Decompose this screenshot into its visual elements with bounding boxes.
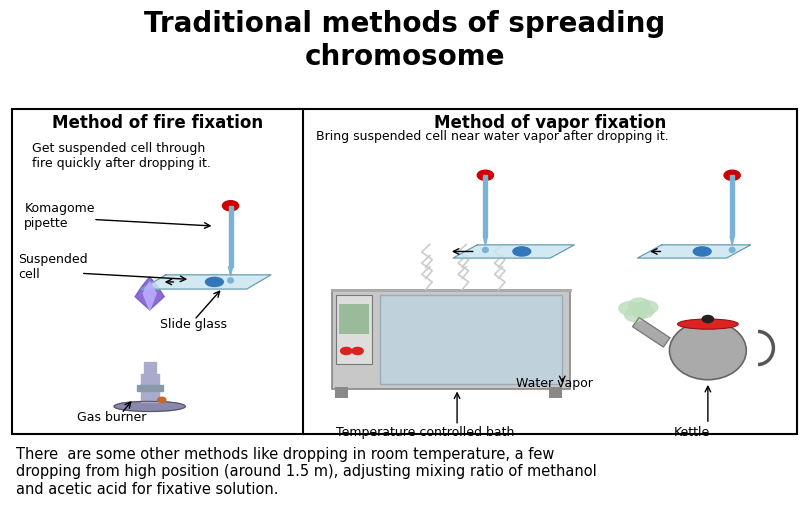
Polygon shape (637, 245, 751, 258)
Ellipse shape (114, 401, 185, 411)
Circle shape (158, 397, 166, 402)
Bar (228, 206, 233, 267)
Polygon shape (142, 275, 271, 289)
Text: Kettle: Kettle (674, 426, 709, 439)
Text: Komagome
pipette: Komagome pipette (24, 202, 95, 230)
Bar (339, 304, 369, 334)
Text: Method of fire fixation: Method of fire fixation (53, 114, 263, 132)
Bar (483, 175, 487, 236)
Polygon shape (730, 236, 735, 245)
Text: Water vapor: Water vapor (516, 377, 593, 390)
Bar (380, 295, 562, 384)
Text: Bring suspended cell near water vapor after dropping it.: Bring suspended cell near water vapor af… (316, 130, 668, 143)
Bar (137, 385, 163, 391)
Text: Temperature controlled bath: Temperature controlled bath (336, 426, 514, 439)
Bar (332, 290, 570, 389)
Polygon shape (135, 277, 164, 310)
Polygon shape (228, 267, 232, 276)
Polygon shape (633, 318, 670, 347)
Ellipse shape (729, 247, 735, 252)
Polygon shape (483, 236, 487, 245)
Polygon shape (143, 282, 156, 310)
Ellipse shape (482, 247, 488, 252)
Circle shape (222, 201, 239, 211)
Polygon shape (453, 245, 574, 258)
Circle shape (724, 170, 740, 180)
Ellipse shape (677, 319, 738, 329)
Circle shape (352, 347, 363, 355)
Bar (730, 175, 735, 236)
Text: Suspended
cell: Suspended cell (18, 252, 87, 281)
Bar (336, 295, 372, 364)
Circle shape (477, 170, 493, 180)
Circle shape (341, 347, 352, 355)
Bar (12, 109, 797, 434)
Text: Slide glass: Slide glass (160, 318, 227, 331)
Text: Method of vapor fixation: Method of vapor fixation (434, 114, 667, 132)
Bar (335, 387, 348, 398)
Circle shape (625, 308, 646, 322)
Circle shape (702, 315, 714, 323)
Circle shape (637, 301, 658, 314)
Circle shape (633, 305, 654, 318)
Circle shape (629, 298, 650, 311)
Text: Get suspended cell through
fire quickly after dropping it.: Get suspended cell through fire quickly … (32, 142, 211, 170)
Bar (141, 374, 159, 402)
Ellipse shape (227, 278, 233, 283)
Bar (549, 387, 562, 398)
Ellipse shape (513, 247, 531, 256)
Text: Traditional methods of spreading
chromosome: Traditional methods of spreading chromos… (144, 10, 665, 71)
Ellipse shape (669, 322, 746, 380)
Ellipse shape (693, 247, 711, 256)
Ellipse shape (205, 277, 223, 287)
Bar (144, 362, 155, 385)
Text: There  are some other methods like dropping in room temperature, a few
dropping : There are some other methods like droppi… (16, 447, 597, 497)
Circle shape (619, 302, 640, 315)
Text: Gas burner: Gas burner (77, 411, 146, 424)
